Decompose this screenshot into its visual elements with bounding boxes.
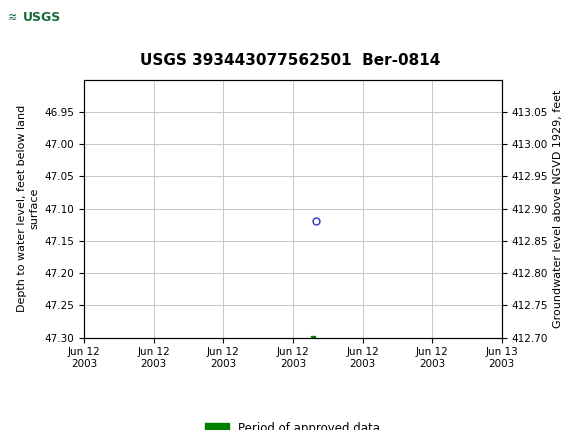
Y-axis label: Depth to water level, feet below land
surface: Depth to water level, feet below land su… — [17, 105, 39, 312]
Text: ≋: ≋ — [8, 12, 17, 22]
Y-axis label: Groundwater level above NGVD 1929, feet: Groundwater level above NGVD 1929, feet — [553, 89, 564, 328]
Text: USGS 393443077562501  Ber-0814: USGS 393443077562501 Ber-0814 — [140, 53, 440, 68]
Text: USGS: USGS — [23, 11, 61, 24]
Bar — [3, 3, 70, 34]
Legend: Period of approved data: Period of approved data — [201, 418, 385, 430]
